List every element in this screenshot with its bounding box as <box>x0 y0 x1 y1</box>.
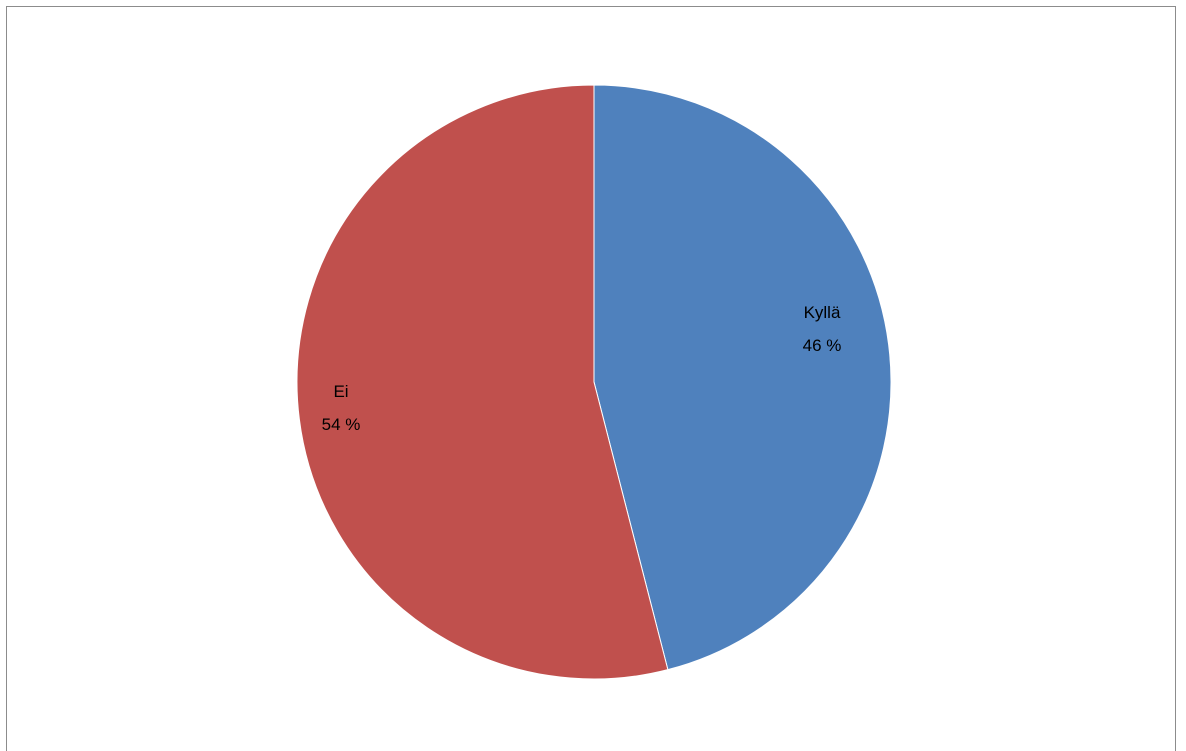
slice-label-ei-name: Ei <box>333 382 348 401</box>
pie-slice-kylla <box>593 84 892 671</box>
pie-slice-ei <box>296 84 669 680</box>
slice-label-kylla-percent: 46 % <box>803 336 842 355</box>
slice-label-kylla-name: Kyllä <box>804 303 841 322</box>
pie-labels: Kyllä 46 % Ei 54 % <box>322 303 842 434</box>
pie-slices <box>296 84 892 680</box>
slice-label-ei-percent: 54 % <box>322 415 361 434</box>
